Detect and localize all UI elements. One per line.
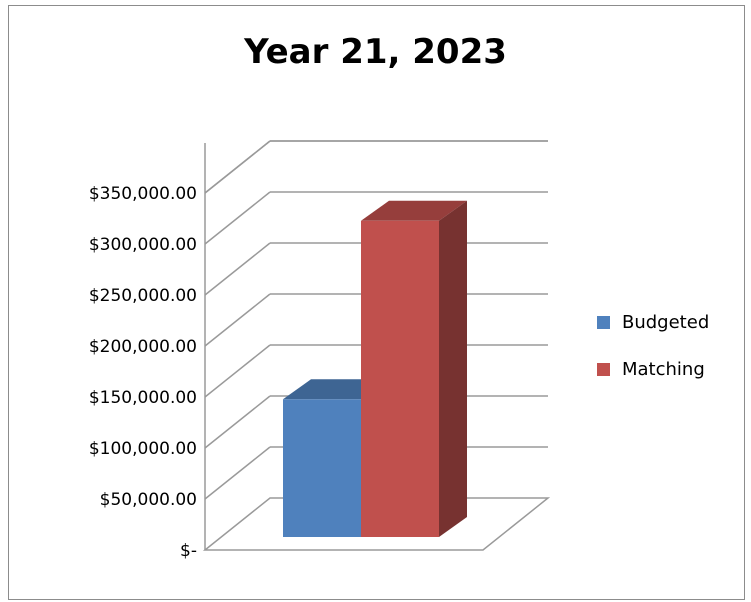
gridline-side (205, 396, 270, 448)
gridline-side (205, 243, 270, 295)
y-tick-label: $350,000.00 (89, 184, 197, 204)
bar-front (361, 221, 439, 537)
bar-matching (361, 201, 467, 537)
legend-label-budgeted: Budgeted (622, 312, 709, 333)
y-tick-label: $- (180, 541, 197, 561)
gridline-side (205, 294, 270, 346)
gridline-side (205, 345, 270, 397)
y-tick-label: $100,000.00 (89, 439, 197, 459)
y-tick-label: $300,000.00 (89, 235, 197, 255)
bars (283, 201, 467, 537)
gridline-side (205, 447, 270, 499)
legend: Budgeted Matching (597, 312, 709, 380)
legend-label-matching: Matching (622, 359, 705, 380)
y-axis-ticks: $- $50,000.00 $100,000.00 $150,000.00 $200,0… (89, 184, 197, 561)
y-tick-label: $250,000.00 (89, 286, 197, 306)
gridline-side (205, 141, 270, 193)
bar-front (283, 399, 361, 537)
gridline-side (205, 192, 270, 244)
y-tick-label: $200,000.00 (89, 337, 197, 357)
legend-swatch-matching (597, 363, 610, 376)
bar-side (439, 201, 467, 537)
legend-swatch-budgeted (597, 316, 610, 329)
y-tick-label: $150,000.00 (89, 388, 197, 408)
y-tick-label: $50,000.00 (100, 490, 197, 510)
